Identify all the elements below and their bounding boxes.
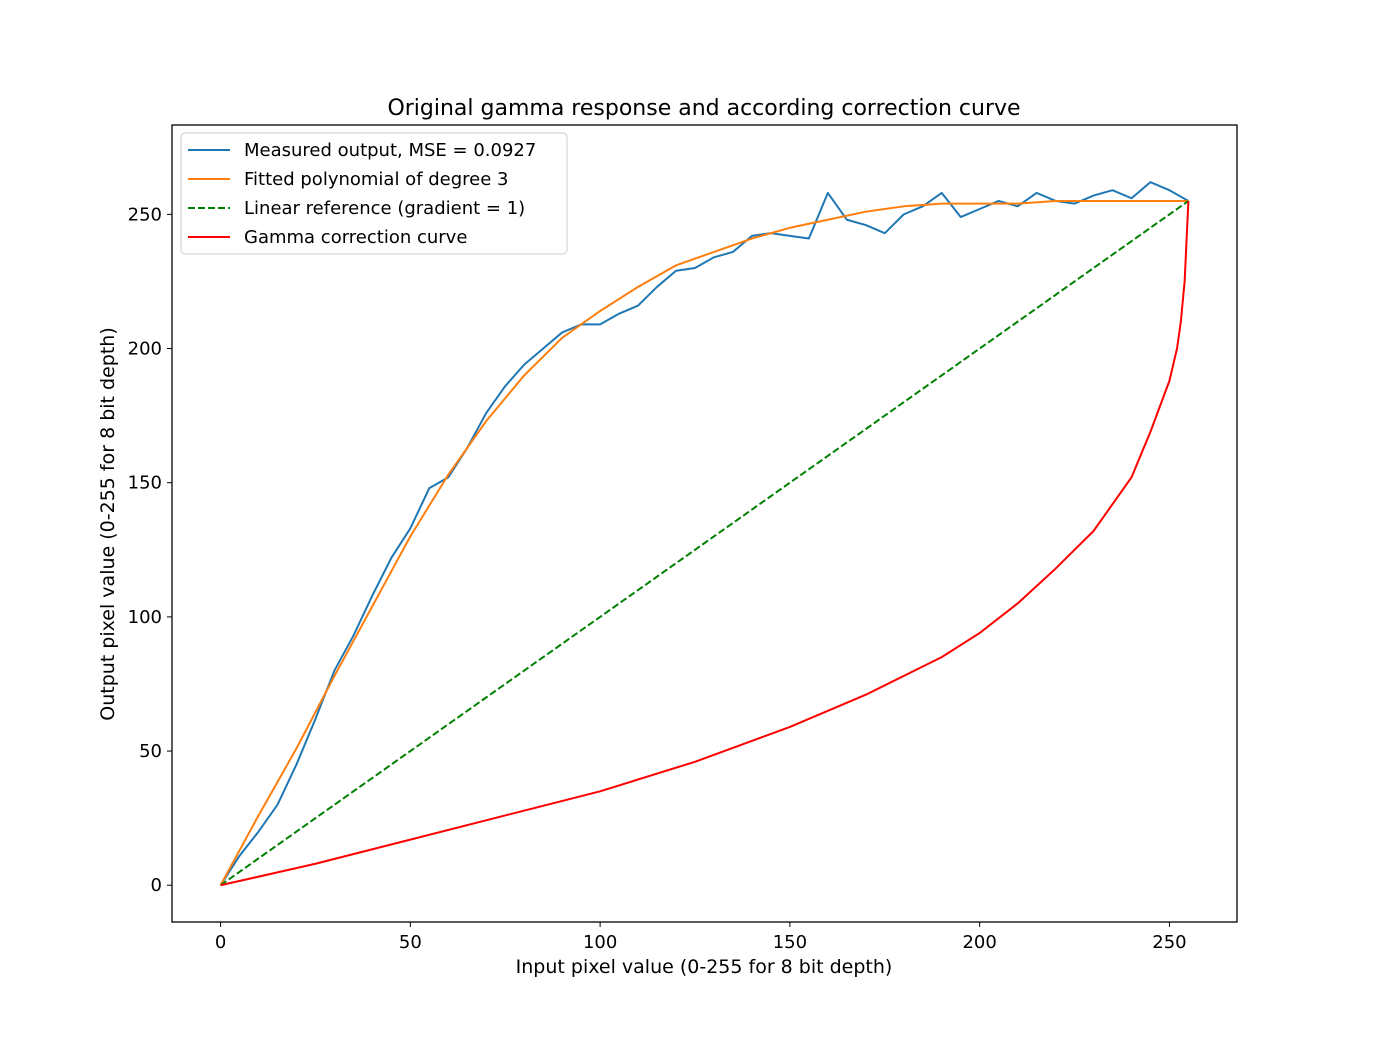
series-line-0 xyxy=(219,181,1189,886)
y-tick-label-5: 250 xyxy=(128,204,162,225)
legend: Measured output, MSE = 0.0927 Fitted poly… xyxy=(180,132,568,255)
y-axis: 0 50 100 150 200 250 xyxy=(128,204,172,896)
x-axis-label: Input pixel value (0-255 for 8 bit depth… xyxy=(516,956,893,978)
legend-box xyxy=(180,132,568,255)
series-line-1 xyxy=(219,199,1189,886)
series-layer xyxy=(219,181,1190,887)
y-tick-label-2: 100 xyxy=(128,607,162,628)
x-tick-label-2: 100 xyxy=(583,932,617,953)
series-line-2 xyxy=(220,200,1189,887)
y-tick-label-4: 200 xyxy=(128,339,162,360)
x-tick-label-1: 50 xyxy=(399,932,422,953)
y-axis-label: Output pixel value (0-255 for 8 bit dept… xyxy=(97,327,119,720)
x-tick-label-3: 150 xyxy=(773,932,807,953)
legend-label-2: Linear reference (gradient = 1) xyxy=(244,198,525,219)
chart-title: Original gamma response and according co… xyxy=(387,96,1020,121)
series-line-3 xyxy=(220,200,1190,887)
plot-frame xyxy=(171,124,1238,923)
x-axis: 0 50 100 150 200 250 xyxy=(215,922,1187,953)
y-tick-label-3: 150 xyxy=(128,473,162,494)
x-tick-label-4: 200 xyxy=(962,932,996,953)
x-tick-label-5: 250 xyxy=(1152,932,1186,953)
legend-label-1: Fitted polynomial of degree 3 xyxy=(244,169,509,190)
legend-label-0: Measured output, MSE = 0.0927 xyxy=(244,140,536,161)
y-tick-label-1: 50 xyxy=(139,741,162,762)
legend-label-3: Gamma correction curve xyxy=(244,227,467,248)
x-tick-label-0: 0 xyxy=(215,932,226,953)
y-tick-label-0: 0 xyxy=(151,875,162,896)
